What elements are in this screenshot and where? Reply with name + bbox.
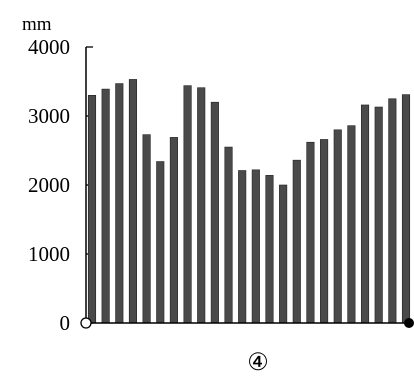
bar [347, 125, 356, 324]
bar [87, 95, 97, 324]
bar [156, 161, 165, 324]
bar [142, 134, 151, 324]
bar [224, 146, 233, 324]
bar [306, 141, 315, 324]
bar [169, 137, 178, 324]
bar [333, 129, 342, 324]
bar [388, 98, 397, 324]
bar [265, 175, 274, 324]
y-tick-label: 1000 [28, 242, 70, 266]
y-tick-label: 2000 [28, 173, 70, 197]
bars [87, 79, 411, 324]
bar [210, 101, 219, 324]
bar [101, 88, 110, 324]
y-tick-label: 3000 [28, 104, 70, 128]
bar [401, 94, 411, 324]
bar [374, 106, 383, 324]
bar [128, 79, 138, 324]
end-filled-circle-marker [404, 318, 414, 328]
y-axis-ticks: 0 1000 2000 3000 4000 [28, 35, 93, 335]
bar [320, 139, 329, 324]
bar [197, 87, 206, 324]
bar [279, 184, 288, 324]
y-unit-label: mm [22, 14, 52, 35]
y-tick-label: 0 [60, 311, 71, 335]
bar [115, 83, 124, 324]
bar [251, 169, 260, 324]
panel-label: ④ [247, 350, 269, 376]
bar [360, 104, 370, 324]
bar [183, 85, 192, 324]
bar [238, 170, 247, 324]
y-tick-label: 4000 [28, 35, 70, 59]
origin-open-circle-marker [80, 317, 92, 329]
bar [292, 159, 301, 324]
